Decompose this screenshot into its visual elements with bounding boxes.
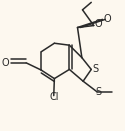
Text: O: O — [2, 58, 10, 68]
Text: O: O — [94, 19, 102, 29]
Text: S: S — [95, 87, 101, 97]
Text: O: O — [104, 14, 111, 24]
Text: S: S — [92, 64, 98, 74]
Text: Cl: Cl — [49, 92, 58, 102]
